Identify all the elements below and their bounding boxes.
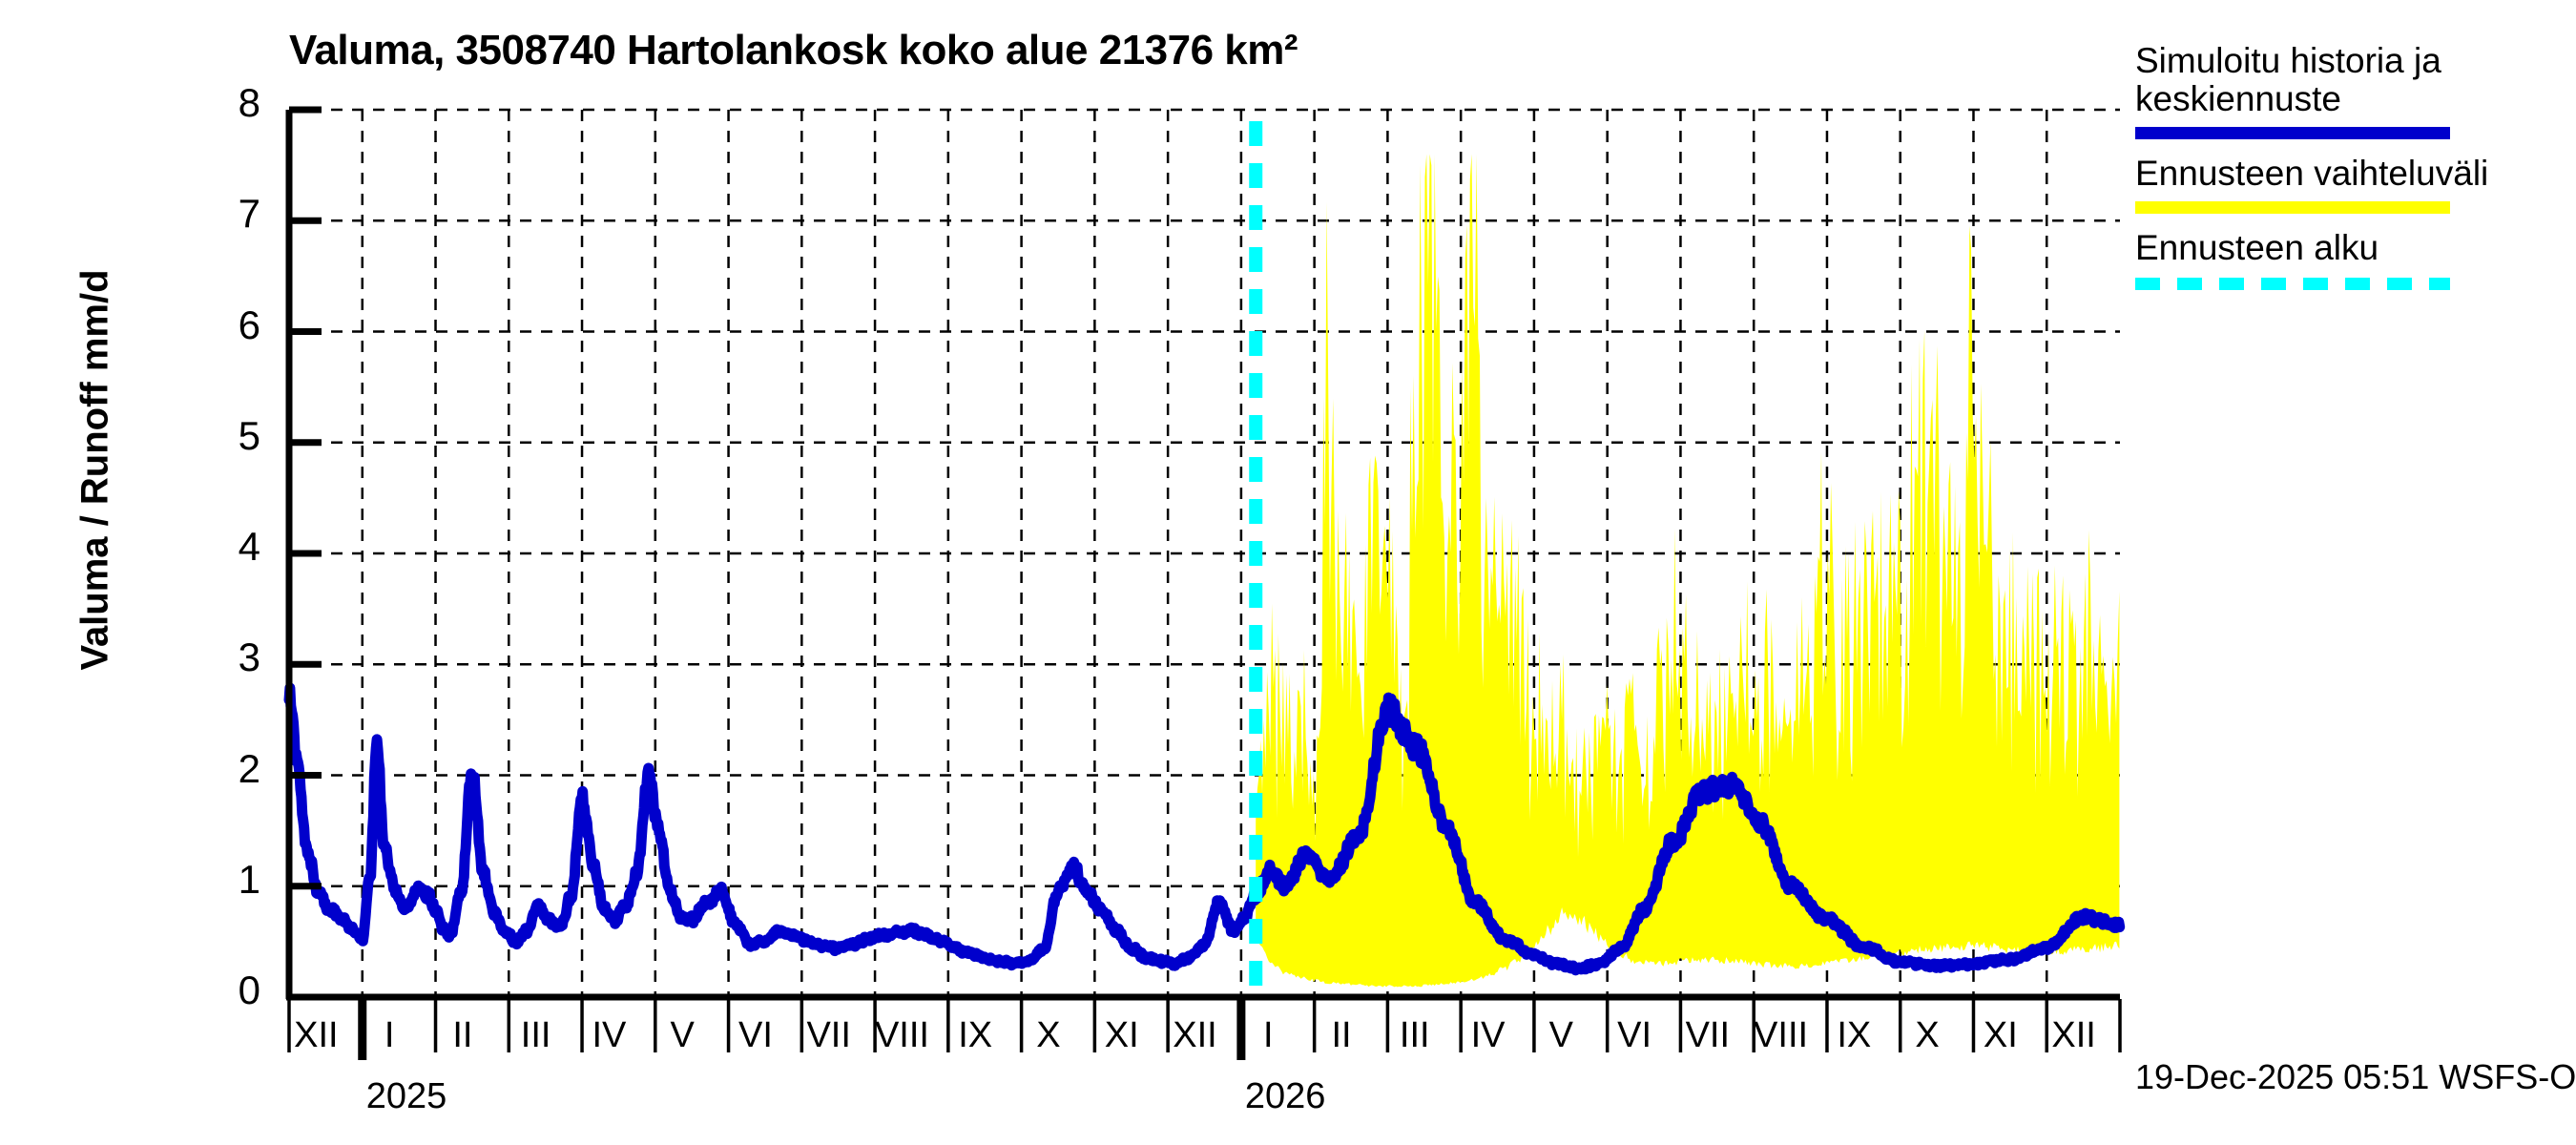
- x-tick-10-X: X: [1036, 1015, 1061, 1055]
- y-tick-1: 1: [238, 856, 260, 902]
- x-tick-3-III: III: [520, 1015, 551, 1055]
- y-tick-3: 3: [238, 635, 260, 680]
- legend-item-simulated-history: Simuloitu historia ja keskiennuste: [2135, 42, 2574, 139]
- chart-title: Valuma, 3508740 Hartolankosk koko alue 2…: [289, 27, 1298, 73]
- legend-item-forecast-start: Ennusteen alku: [2135, 227, 2574, 290]
- x-tick-14-II: II: [1331, 1015, 1352, 1055]
- x-tick-19-VII: VII: [1685, 1015, 1731, 1055]
- x-tick-0-XII: XII: [294, 1015, 339, 1055]
- chart-legend: Simuloitu historia ja keskiennuste Ennus…: [2135, 42, 2574, 296]
- x-tick-20-VIII: VIII: [1754, 1015, 1809, 1055]
- x-tick-9-IX: IX: [958, 1015, 993, 1055]
- y-tick-6: 6: [238, 302, 260, 347]
- x-tick-11-XI: XI: [1104, 1015, 1139, 1055]
- x-tick-17-V: V: [1548, 1015, 1573, 1055]
- legend-swatch-forecast-start: [2135, 277, 2450, 290]
- y-tick-7: 7: [238, 191, 260, 237]
- legend-swatch-simulated-history: [2135, 126, 2450, 139]
- x-tick-13-I: I: [1262, 1015, 1274, 1055]
- y-tick-4: 4: [238, 524, 260, 569]
- x-tick-12-XII: XII: [1173, 1015, 1217, 1055]
- x-tick-16-IV: IV: [1470, 1015, 1506, 1055]
- generation-timestamp: 19-Dec-2025 05:51 WSFS-O: [2135, 1057, 2576, 1096]
- x-tick-1-I: I: [384, 1015, 395, 1055]
- x-tick-21-IX: IX: [1837, 1015, 1872, 1055]
- legend-swatch-forecast-range: [2135, 200, 2450, 214]
- x-tick-24-XII: XII: [2051, 1015, 2096, 1055]
- legend-label-simulated-history: Simuloitu historia ja keskiennuste: [2135, 41, 2441, 118]
- forecast-range-band: [1256, 154, 2120, 988]
- legend-item-forecast-range: Ennusteen vaihteluväli: [2135, 153, 2574, 214]
- x-tick-4-IV: IV: [592, 1015, 627, 1055]
- x-tick-15-III: III: [1399, 1015, 1430, 1055]
- x-tick-6-VI: VI: [737, 1015, 773, 1055]
- year-label-2025: 2025: [365, 1076, 447, 1116]
- y-tick-8: 8: [238, 80, 260, 125]
- x-tick-18-VI: VI: [1617, 1015, 1652, 1055]
- simulated-history-line: [283, 682, 2126, 976]
- y-tick-0: 0: [238, 968, 260, 1012]
- x-tick-22-X: X: [1915, 1015, 1940, 1055]
- legend-label-forecast-start: Ennusteen alku: [2135, 227, 2379, 267]
- x-tick-2-II: II: [452, 1015, 473, 1055]
- x-tick-7-VII: VII: [806, 1015, 851, 1055]
- legend-label-forecast-range: Ennusteen vaihteluväli: [2135, 153, 2489, 193]
- x-tick-5-V: V: [670, 1015, 695, 1055]
- y-tick-5: 5: [238, 412, 260, 458]
- y-tick-2: 2: [238, 745, 260, 791]
- x-tick-23-XI: XI: [1983, 1015, 2018, 1055]
- year-label-2026: 2026: [1244, 1076, 1326, 1116]
- x-tick-8-VIII: VIII: [874, 1015, 929, 1055]
